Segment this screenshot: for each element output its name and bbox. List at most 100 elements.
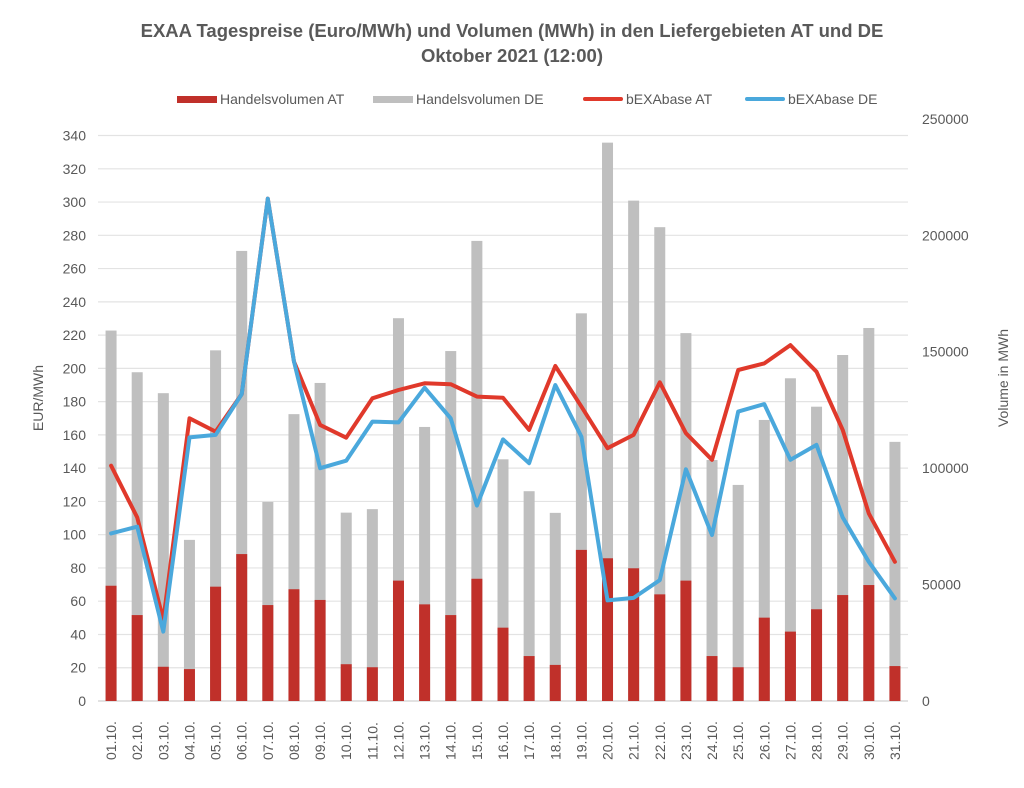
bar-handelsvolumen-de [392,318,404,701]
x-tick-label: 28.10. [809,721,825,760]
bar-handelsvolumen-at [497,627,509,701]
x-tick-label: 31.10. [887,721,903,760]
bar-handelsvolumen-at [628,568,640,701]
legend-label-bexabase-at: bEXAbase AT [626,91,713,107]
x-tick-label: 23.10. [678,721,694,760]
y-left-tick-label: 240 [63,294,87,310]
bar-handelsvolumen-at [837,595,849,701]
bar-handelsvolumen-de [889,441,901,701]
y-left-tick-label: 40 [70,626,86,642]
bar-handelsvolumen-at [419,604,431,701]
x-axis-ticks: 01.10. 02.10. 03.10. 04.10. 05.10. 06.10. 07.1… [103,721,903,760]
bar-handelsvolumen-de [523,491,535,701]
bar-handelsvolumen-de [288,414,300,701]
bar-handelsvolumen-de [471,240,483,702]
legend-label-handelsvolumen-de: Handelsvolumen DE [416,91,544,107]
y-right-tick-label: 200000 [922,227,969,243]
y-right-tick-label: 250000 [922,111,969,127]
bar-handelsvolumen-at [262,605,274,701]
bar-handelsvolumen-de [706,460,718,701]
y-left-tick-label: 260 [63,261,87,277]
bar-handelsvolumen-at [680,580,692,701]
bar-handelsvolumen-de [758,419,770,701]
bar-handelsvolumen-at [445,615,457,701]
x-tick-label: 26.10. [756,721,772,760]
x-tick-label: 08.10. [286,721,302,760]
bar-handelsvolumen-at [602,558,614,701]
bars-handelsvolumen-at [105,549,901,701]
legend-label-handelsvolumen-at: Handelsvolumen AT [220,91,345,107]
x-tick-label: 12.10. [390,721,406,760]
x-tick-label: 04.10. [181,721,197,760]
x-tick-label: 15.10. [469,721,485,760]
x-tick-label: 29.10. [835,721,851,760]
y-right-tick-label: 150000 [922,344,969,360]
bar-handelsvolumen-at [131,615,143,701]
bar-handelsvolumen-at [889,666,901,701]
legend-label-bexabase-de: bEXAbase DE [788,91,878,107]
bar-handelsvolumen-de [811,406,823,701]
bar-handelsvolumen-at [105,585,117,701]
x-tick-label: 09.10. [312,721,328,760]
bar-handelsvolumen-de [628,200,640,702]
bar-handelsvolumen-de [183,539,195,701]
x-tick-label: 05.10. [208,721,224,760]
bar-handelsvolumen-de [445,351,457,701]
bar-handelsvolumen-at [157,666,169,701]
legend-item-handelsvolumen-de: Handelsvolumen DE [373,91,544,107]
chart-subtitle: Oktober 2021 (12:00) [420,45,603,66]
x-tick-label: 19.10. [573,721,589,760]
x-tick-label: 03.10. [155,721,171,760]
bar-handelsvolumen-at [340,664,352,701]
x-tick-label: 27.10. [782,721,798,760]
chart-title-line1: EXAA Tagespreise (Euro/MWh) und Volumen … [140,20,884,41]
y-left-tick-label: 60 [70,593,86,609]
x-tick-label: 25.10. [730,721,746,760]
y-axis-left-title: EUR/MWh [30,365,46,431]
bar-handelsvolumen-at [288,589,300,701]
bar-handelsvolumen-at [549,664,561,701]
legend-swatch-handelsvolumen-at [177,95,217,103]
y-right-tick-label: 0 [922,693,930,709]
bar-handelsvolumen-at [811,609,823,701]
y-axis-right-title: Volume in MWh [995,329,1011,427]
x-tick-label: 22.10. [652,721,668,760]
y-left-tick-label: 140 [63,460,87,476]
y-left-tick-label: 280 [63,227,87,243]
bar-handelsvolumen-at [575,549,587,701]
y-right-tick-label: 50000 [922,577,961,593]
bar-handelsvolumen-de [680,333,692,701]
legend-swatch-bexabase-at [583,97,623,101]
y-left-tick-label: 160 [63,427,87,443]
legend-swatch-handelsvolumen-de [373,95,413,103]
bar-handelsvolumen-de [366,509,378,701]
price-lines [109,196,897,634]
x-tick-label: 20.10. [600,721,616,760]
bar-handelsvolumen-de [497,459,509,701]
x-tick-label: 07.10. [260,721,276,760]
bar-handelsvolumen-at [314,599,326,701]
bar-handelsvolumen-de [602,142,614,702]
y-left-tick-label: 220 [63,327,87,343]
y-left-tick-label: 320 [63,161,87,177]
bar-handelsvolumen-de [654,227,666,701]
x-tick-label: 18.10. [547,721,563,760]
bar-handelsvolumen-de [784,378,796,701]
y-left-tick-label: 120 [63,493,87,509]
bar-handelsvolumen-de [575,313,587,701]
y-left-tick-label: 180 [63,394,87,410]
bar-handelsvolumen-de [419,426,431,701]
bar-handelsvolumen-at [183,669,195,701]
legend-item-bexabase-at: bEXAbase AT [583,91,712,107]
y-left-tick-label: 0 [78,693,86,709]
bar-handelsvolumen-de [105,330,117,701]
x-tick-label: 17.10. [521,721,537,760]
bar-handelsvolumen-at [706,656,718,701]
bar-handelsvolumen-at [471,578,483,701]
legend-swatch-bexabase-de [745,97,785,101]
bar-handelsvolumen-at [732,667,744,701]
bar-handelsvolumen-de [314,382,326,701]
chart-title: EXAA Tagespreise (Euro/MWh) und Volumen … [0,18,1024,68]
line-bexabase-de [109,196,897,634]
